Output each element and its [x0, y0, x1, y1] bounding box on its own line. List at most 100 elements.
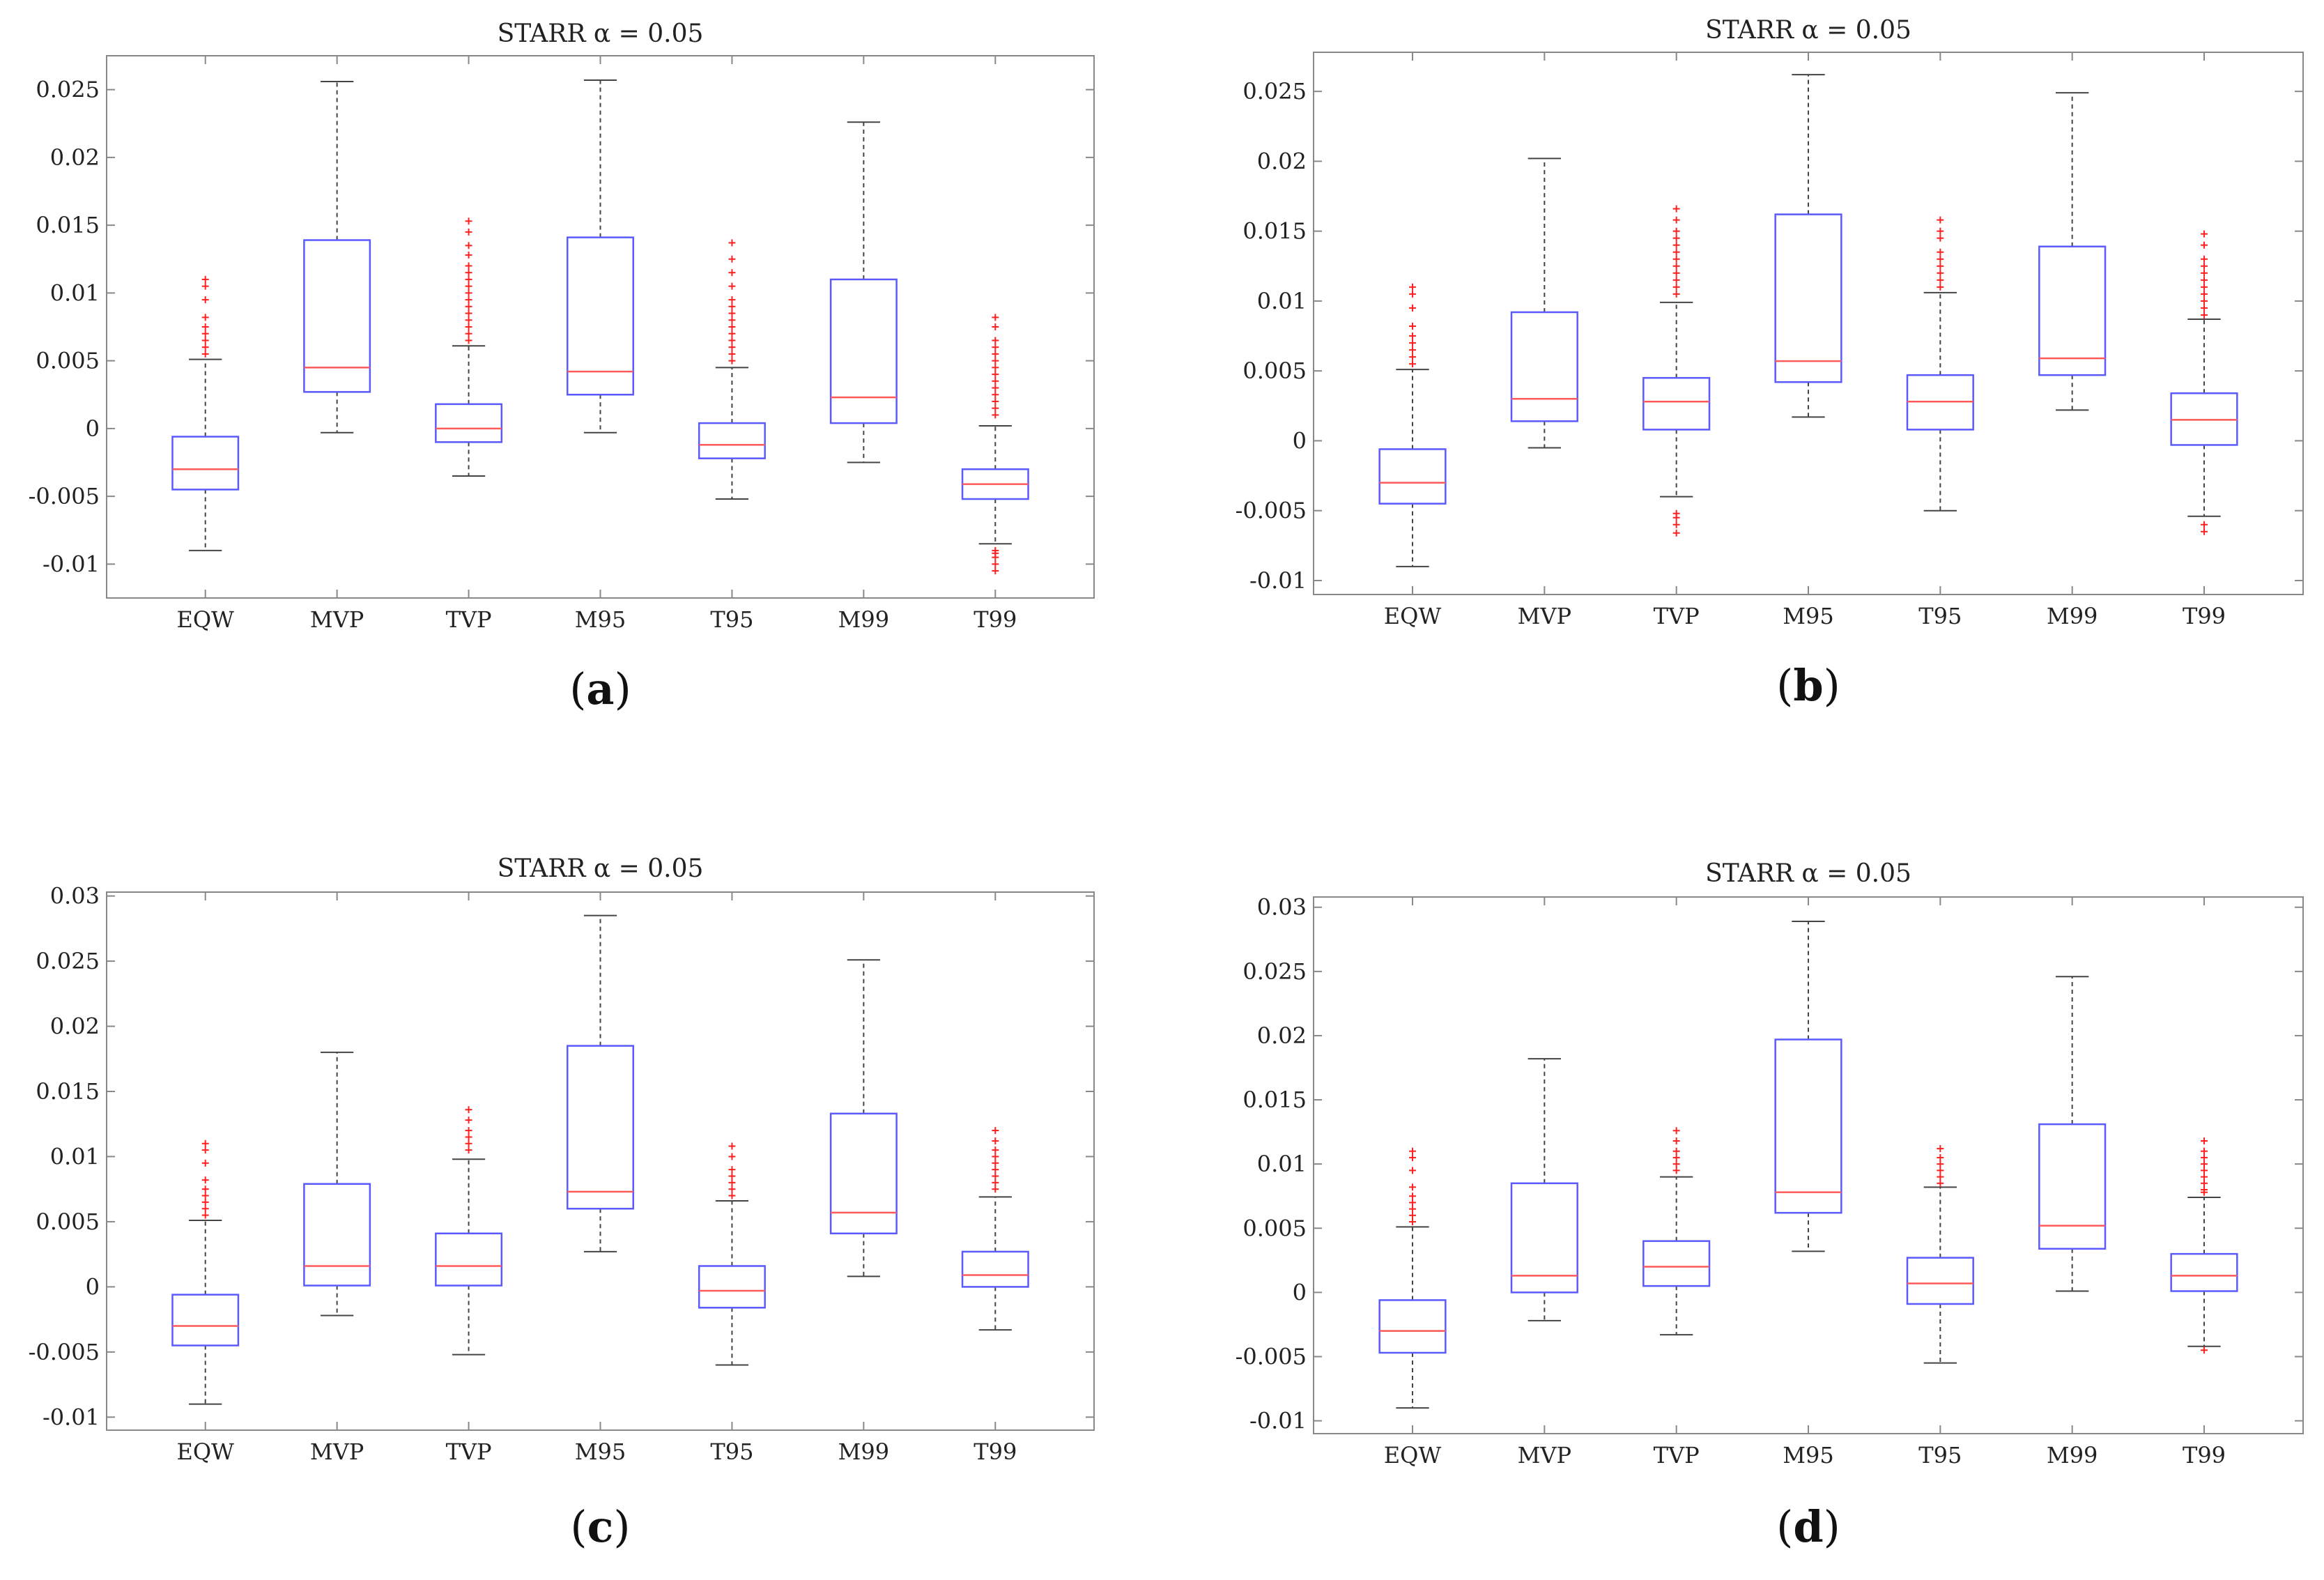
y-tick-label: 0.015	[36, 212, 100, 238]
outlier-point	[465, 330, 472, 337]
outlier-point	[465, 1127, 472, 1135]
outlier-point	[1937, 255, 1944, 263]
y-tick-label: -0.005	[1236, 1343, 1307, 1370]
box-iqr	[961, 1250, 1029, 1288]
outlier-point	[1937, 1145, 1944, 1153]
outlier-point	[728, 350, 736, 358]
outlier-point	[992, 567, 999, 575]
outlier-point	[728, 337, 736, 344]
outlier-point	[1937, 1167, 1944, 1174]
panel-label: (b)	[1776, 660, 1840, 711]
outlier-point	[2201, 283, 2208, 291]
outlier-point	[1409, 346, 1416, 354]
box-iqr	[1774, 1038, 1842, 1214]
box-t99	[961, 1127, 1029, 1331]
outlier-point	[1672, 529, 1680, 537]
y-tick-label: 0.025	[1242, 958, 1307, 985]
y-tick-label: 0.005	[1242, 1215, 1307, 1241]
outlier-point	[992, 1186, 999, 1193]
outlier-point	[1672, 1147, 1680, 1155]
outlier-point	[2201, 1347, 2208, 1354]
chart-title: STARR α = 0.05	[1705, 16, 1911, 45]
y-tick-label: 0	[86, 1273, 100, 1300]
outlier-point	[728, 282, 736, 290]
outlier-point	[201, 275, 209, 283]
box-iqr	[698, 422, 766, 459]
outlier-point	[1409, 1167, 1416, 1174]
y-tick-label: -0.01	[43, 1404, 100, 1430]
outlier-point	[2201, 269, 2208, 277]
outlier-point	[1672, 216, 1680, 224]
outlier-point	[992, 1159, 999, 1167]
outlier-point	[1937, 1153, 1944, 1161]
outlier-point	[1672, 269, 1680, 277]
outlier-point	[2201, 1173, 2208, 1181]
outlier-point	[1409, 1218, 1416, 1226]
x-category-label: TVP	[1654, 1442, 1700, 1468]
outlier-point	[992, 364, 999, 371]
box-tvp	[1642, 1127, 1711, 1336]
outlier-point	[2201, 262, 2208, 270]
box-m95	[567, 79, 634, 434]
x-category-label: EQW	[176, 606, 234, 633]
outlier-point	[1937, 269, 1944, 277]
outlier-point	[465, 1106, 472, 1114]
outlier-point	[1409, 353, 1416, 361]
y-tick-label: 0.03	[1257, 894, 1307, 921]
box-iqr	[435, 1232, 503, 1287]
outlier-point	[992, 1153, 999, 1160]
box-iqr	[567, 1045, 634, 1210]
x-category-label: T95	[1918, 603, 1962, 629]
box-mvp	[303, 1051, 371, 1317]
outlier-point	[1409, 332, 1416, 340]
outlier-point	[2201, 304, 2208, 312]
box-iqr	[1510, 311, 1578, 422]
outlier-point	[2201, 241, 2208, 249]
outlier-point	[1937, 262, 1944, 270]
outlier-point	[992, 350, 999, 358]
outlier-point	[465, 1140, 472, 1147]
panel-label: (c)	[570, 1501, 630, 1552]
outlier-point	[1409, 304, 1416, 312]
box-iqr	[1510, 1182, 1578, 1294]
box-m95	[1774, 74, 1842, 418]
panel-label-close-paren: )	[615, 664, 631, 714]
outlier-point	[992, 357, 999, 365]
outlier-point	[2201, 255, 2208, 263]
outlier-point	[1409, 290, 1416, 298]
outlier-point	[992, 560, 999, 568]
outlier-point	[1672, 514, 1680, 521]
panel-label-close-paren: )	[1824, 1501, 1840, 1552]
x-category-label: T95	[710, 1439, 753, 1465]
x-category-label: MVP	[310, 606, 364, 633]
outlier-point	[465, 1146, 472, 1154]
outlier-point	[201, 323, 209, 330]
outlier-point	[728, 344, 736, 351]
y-tick-label: -0.005	[29, 483, 100, 509]
outlier-point	[1672, 234, 1680, 242]
outlier-point	[465, 228, 472, 236]
y-tick-label: 0.015	[36, 1078, 100, 1105]
x-category-label: M99	[838, 1439, 889, 1465]
box-iqr	[567, 236, 634, 396]
outlier-point	[728, 323, 736, 330]
box-t95	[698, 1142, 766, 1366]
chart-panel-a: STARR α = 0.05 -0.01 -0.005 0 0.005 0.01 0.015…	[29, 20, 1095, 714]
outlier-point	[201, 1192, 209, 1199]
y-tick-label: -0.01	[1249, 1408, 1307, 1434]
outlier-point	[2201, 230, 2208, 238]
y-tick-label: 0.005	[36, 1209, 100, 1235]
outlier-point	[201, 1205, 209, 1213]
box-t99	[2170, 1137, 2238, 1354]
x-category-label: T99	[2183, 603, 2226, 629]
outlier-point	[465, 269, 472, 277]
chart-title: STARR α = 0.05	[1705, 859, 1911, 888]
outlier-point	[201, 344, 209, 351]
x-category-label: T99	[974, 606, 1017, 633]
box-iqr	[2038, 1123, 2107, 1250]
outlier-point	[201, 1176, 209, 1184]
outlier-point	[992, 371, 999, 378]
outlier-point	[992, 314, 999, 321]
panel-label-letter: c	[587, 1501, 614, 1552]
outlier-point	[201, 1146, 209, 1154]
